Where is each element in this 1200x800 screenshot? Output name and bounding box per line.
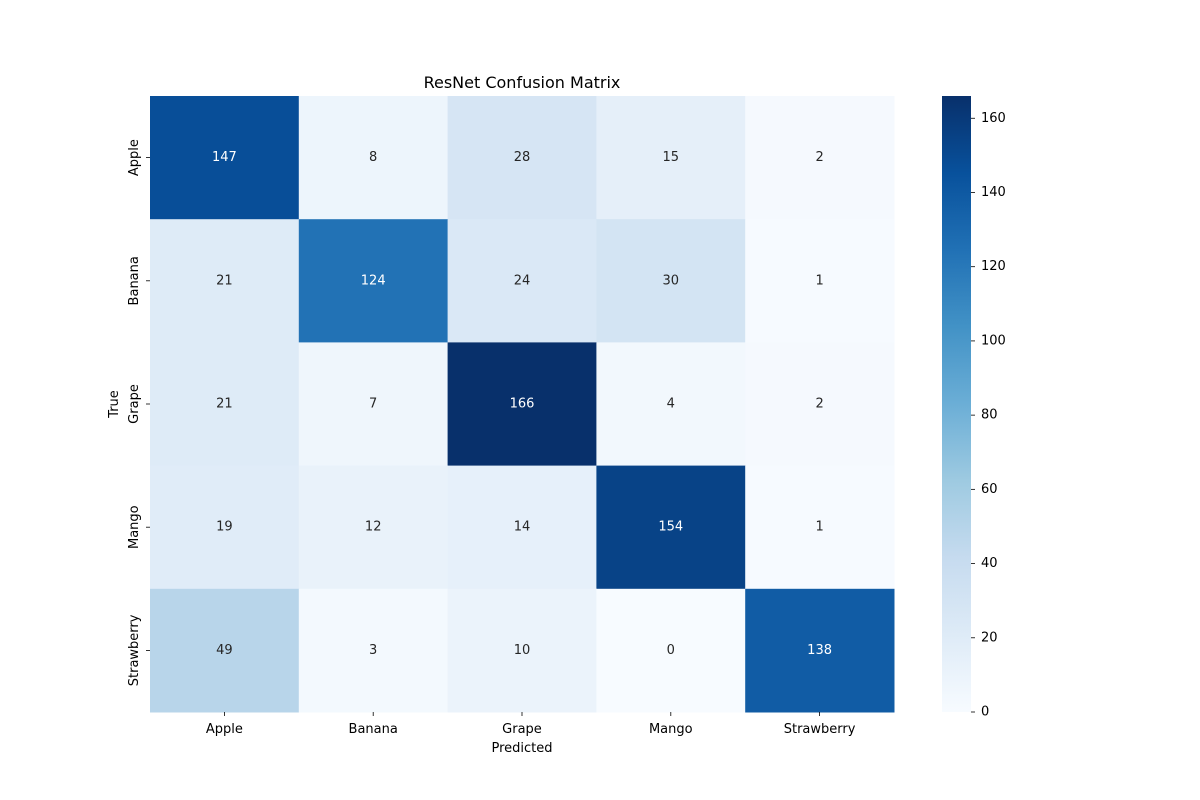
y-tick-label: Mango: [127, 505, 142, 549]
y-tick-label: Strawberry: [127, 614, 142, 686]
cell-value-label: 8: [369, 150, 377, 165]
x-tick-label: Grape: [502, 722, 542, 737]
heatmap-cell: [745, 465, 895, 590]
colorbar-tick-label: 60: [981, 482, 998, 497]
x-axis-ticks: Apple Banana Grape Mango Strawberry: [206, 712, 856, 737]
colorbar-tick-label: 80: [981, 408, 998, 423]
y-axis-ticks: Apple Banana Grape Mango Strawberry: [127, 139, 150, 686]
heatmap-cell: [150, 219, 300, 343]
heatmap-cell: [298, 588, 449, 713]
colorbar-tick-label: 20: [981, 630, 998, 645]
heatmap-cell: [298, 465, 449, 590]
heatmap-cell: [298, 219, 449, 343]
chart-title: ResNet Confusion Matrix: [424, 73, 621, 92]
heatmap-cell: [596, 465, 746, 590]
x-tick-label: Mango: [649, 722, 693, 737]
x-tick-label: Strawberry: [784, 722, 856, 737]
cell-value-label: 4: [667, 397, 675, 412]
heatmap-cell: [150, 588, 300, 713]
colorbar-tick-label: 40: [981, 556, 998, 571]
heatmap-cell: [596, 342, 746, 467]
x-tick-label: Apple: [206, 722, 243, 737]
colorbar-tick-label: 160: [981, 111, 1006, 126]
cell-value-label: 124: [361, 273, 386, 288]
cell-value-label: 154: [658, 520, 683, 535]
heatmap-cell: [447, 342, 597, 467]
cell-value-label: 12: [365, 520, 382, 535]
colorbar-tick-label: 100: [981, 333, 1006, 348]
heatmap-cell: [596, 588, 746, 713]
heatmap-cell: [150, 96, 300, 220]
cell-value-label: 49: [216, 643, 233, 658]
heatmap-cell: [596, 96, 746, 220]
heatmap-cell: [745, 588, 895, 713]
cell-value-label: 10: [514, 643, 531, 658]
heatmap-cell: [150, 342, 300, 467]
colorbar-ticks: 0 20 40 60 80 100 120 140 160: [971, 111, 1006, 720]
x-axis-label: Predicted: [491, 741, 552, 756]
y-axis-label: True: [107, 390, 122, 419]
colorbar-tick-label: 120: [981, 259, 1006, 274]
cell-value-label: 1: [815, 273, 823, 288]
heatmap-cell: [150, 465, 300, 590]
heatmap-cell: [447, 465, 597, 590]
cell-value-label: 1: [815, 520, 823, 535]
heatmap-cell: [745, 219, 895, 343]
cell-value-label: 15: [663, 150, 680, 165]
heatmap-cell: [745, 96, 895, 220]
colorbar-tick-label: 0: [981, 705, 989, 720]
cell-value-label: 3: [369, 643, 377, 658]
cell-value-label: 2: [815, 397, 823, 412]
heatmap-cell: [596, 219, 746, 343]
cell-value-label: 2: [815, 150, 823, 165]
heatmap-cell: [298, 342, 449, 467]
cell-value-label: 147: [212, 150, 237, 165]
cell-value-label: 28: [514, 150, 531, 165]
heatmap-cell: [298, 96, 449, 220]
y-tick-label: Grape: [127, 384, 142, 424]
cell-value-label: 24: [514, 273, 531, 288]
x-tick-label: Banana: [349, 722, 398, 737]
heatmap-cell: [447, 588, 597, 713]
heatmap-cells: 147 8 28 15 221 124 24 30 121 7 166 4 219 12 14 154 149 3…: [150, 96, 895, 713]
y-tick-label: Apple: [127, 139, 142, 176]
cell-value-label: 14: [514, 520, 531, 535]
colorbar: [942, 96, 971, 712]
cell-value-label: 21: [216, 397, 233, 412]
colorbar-tick-label: 140: [981, 185, 1006, 200]
cell-value-label: 7: [369, 397, 377, 412]
cell-value-label: 19: [216, 520, 233, 535]
y-tick-label: Banana: [127, 256, 142, 305]
cell-value-label: 21: [216, 273, 233, 288]
cell-value-label: 166: [510, 397, 535, 412]
heatmap-cell: [447, 96, 597, 220]
cell-value-label: 30: [663, 273, 680, 288]
cell-value-label: 138: [807, 643, 832, 658]
cell-value-label: 0: [667, 643, 675, 658]
heatmap-cell: [447, 219, 597, 343]
heatmap-cell: [745, 342, 895, 467]
